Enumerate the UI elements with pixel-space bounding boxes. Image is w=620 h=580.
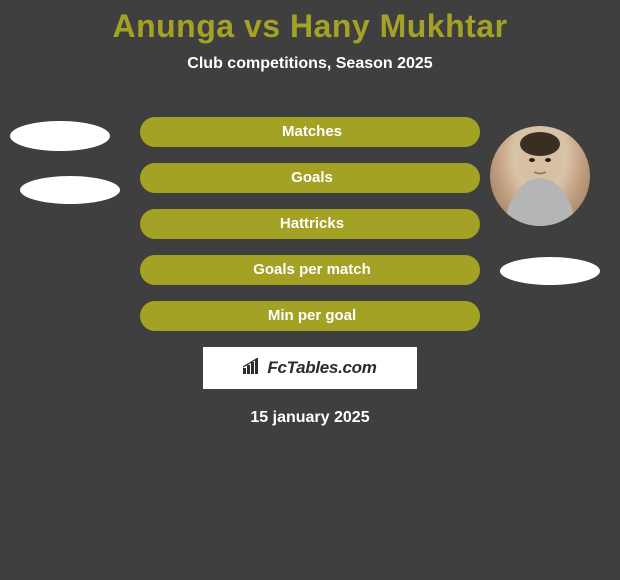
- avatar-silhouette-icon: [490, 126, 590, 226]
- player-right-avatar: [490, 126, 590, 226]
- stat-bar-matches: Matches: [140, 117, 480, 147]
- fctables-logo: FcTables.com: [243, 358, 376, 379]
- subtitle: Club competitions, Season 2025: [0, 55, 620, 73]
- stat-bar-goals: Goals: [140, 163, 480, 193]
- page-title: Anunga vs Hany Mukhtar: [0, 0, 620, 45]
- stats-container: Matches Goals Hattricks Goals per match …: [140, 117, 480, 331]
- player-left-placeholder-1: [10, 121, 110, 151]
- date-label: 15 january 2025: [0, 409, 620, 427]
- stat-bar-min-per-goal: Min per goal: [140, 301, 480, 331]
- player-right-placeholder-1: [500, 257, 600, 285]
- player-left-placeholder-2: [20, 176, 120, 204]
- bar-chart-icon: [243, 358, 263, 379]
- stat-bar-goals-per-match: Goals per match: [140, 255, 480, 285]
- stat-bar-hattricks: Hattricks: [140, 209, 480, 239]
- logo-box: FcTables.com: [203, 347, 417, 389]
- logo-text-label: FcTables.com: [267, 358, 376, 378]
